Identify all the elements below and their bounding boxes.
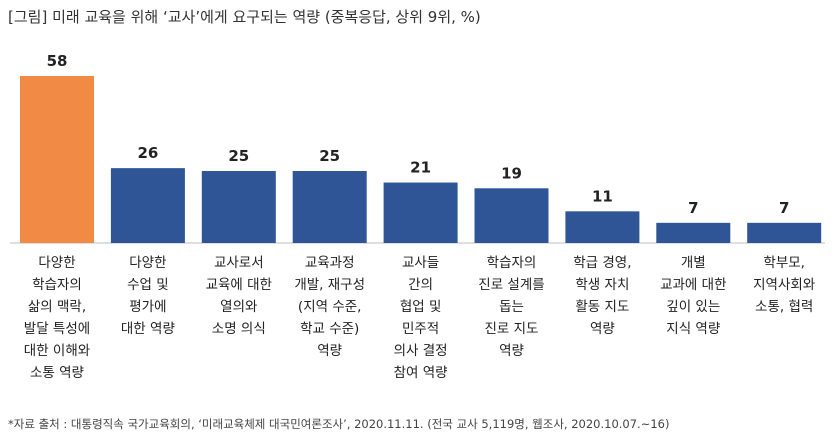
chart-title: [그림] 미래 교육을 위해 ‘교사’에게 요구되는 역량 (중복응답, 상위 … [8,8,481,26]
bar-3 [201,171,276,243]
bar-2 [110,168,185,243]
category-label-2: 다양한 수업 및 평가에 대한 역량 [120,255,175,337]
category-label-8: 개별 교과에 대한 깊이 있는 지식 역량 [660,255,727,337]
value-label-4: 25 [319,147,340,165]
category-label-4: 교육과정 개발, 재구성 (지역 수준, 학교 수준) 역량 [294,255,366,359]
value-label-3: 25 [228,147,249,165]
bar-7 [565,211,640,243]
category-label-7: 학급 경영, 학생 자치 활동 지도 역량 [573,255,632,337]
value-label-9: 7 [779,199,789,217]
bar-5 [383,182,458,243]
value-label-1: 58 [47,52,68,70]
bar-8 [656,222,731,243]
value-label-5: 21 [410,159,431,177]
category-label-5: 교사들 간의 협업 및 민주적 의사 결정 참여 역량 [393,255,448,381]
value-label-6: 19 [501,164,522,182]
bar-1 [20,76,94,243]
source-note: *자료 출처 : 대통령직속 국가교육회의, ‘미래교육체제 대국민여론조사’,… [8,417,670,431]
category-label-6: 학습자의 진로 설계를 돕는 진로 지도 역량 [478,255,545,359]
category-label-1: 다양한 학습자의 삶의 맥락, 발달 특성에 대한 이해와 소통 역량 [23,255,91,381]
value-label-8: 7 [688,199,698,217]
bar-9 [747,222,822,243]
category-label-3: 교사로서 교육에 대한 열의와 소명 의식 [205,255,272,337]
value-label-7: 11 [592,187,613,205]
value-label-2: 26 [137,144,158,162]
bar-4 [292,171,367,243]
category-label-9: 학부모, 지역사회와 소통, 협력 [753,255,816,315]
bar-6 [474,188,549,243]
